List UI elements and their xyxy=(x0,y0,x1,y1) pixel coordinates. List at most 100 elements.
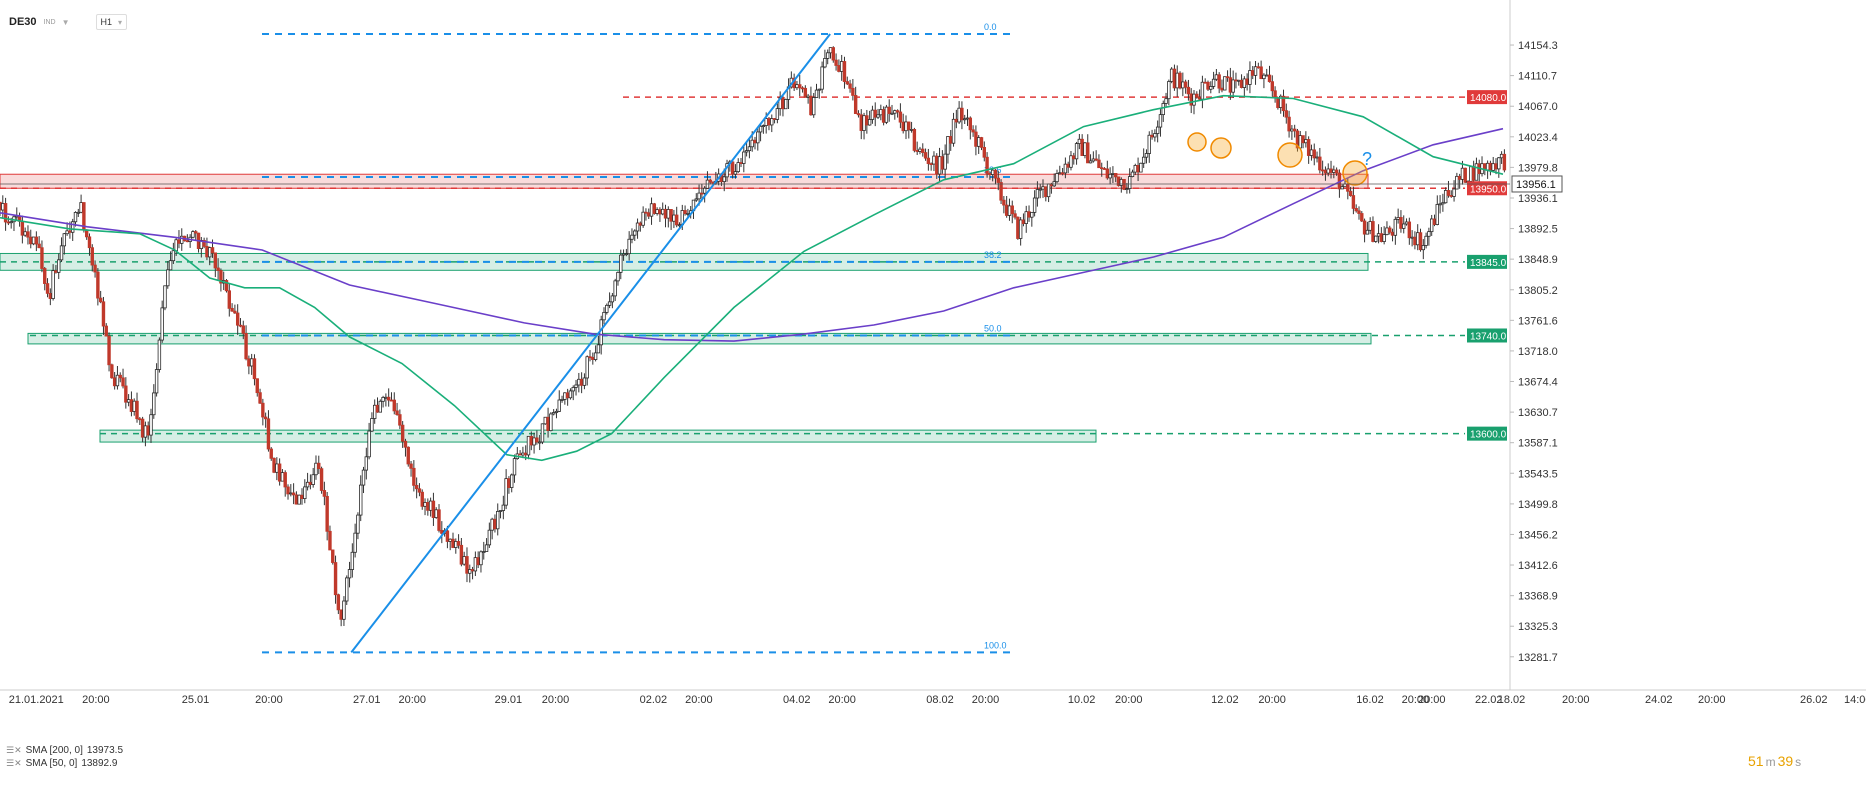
candle xyxy=(674,206,679,228)
candle xyxy=(37,236,41,249)
candles xyxy=(0,46,1507,627)
candle xyxy=(202,237,206,249)
candle xyxy=(115,366,120,390)
level-tag-bg xyxy=(1467,181,1507,196)
candle xyxy=(1105,160,1110,180)
candle xyxy=(895,109,900,118)
candle xyxy=(1376,224,1381,244)
candle xyxy=(303,479,307,504)
timeframe-selector[interactable]: H1 ▾ xyxy=(95,14,128,30)
candle xyxy=(317,455,321,475)
x-tick-label: 12.02 xyxy=(1211,694,1239,706)
candle xyxy=(129,391,134,417)
y-tick-label: 13805.2 xyxy=(1518,285,1558,297)
candle xyxy=(898,103,903,129)
y-axis[interactable]: 14154.3 14110.7 14067.0 14023.4 13979.8 13936… xyxy=(1509,0,1558,690)
candle xyxy=(965,109,970,126)
x-axis[interactable]: 21.01.2021 20:00 25.01 20:00 27.01 20:00 29.01… xyxy=(0,689,1866,706)
candle xyxy=(593,345,598,362)
y-tick-label: 13761.6 xyxy=(1518,315,1558,327)
candle xyxy=(1368,217,1372,235)
candle xyxy=(1119,177,1124,193)
candle xyxy=(633,229,637,241)
legend-label: SMA [50, 0] xyxy=(25,758,78,769)
symbol-selector[interactable]: DE30 IND ▼ xyxy=(6,14,76,30)
candle xyxy=(686,208,690,218)
candle xyxy=(112,371,117,390)
candle xyxy=(470,566,475,580)
y-tick-label: 13718.0 xyxy=(1518,346,1558,358)
candle xyxy=(196,232,201,253)
candle xyxy=(180,228,184,251)
y-tick-label: 13499.8 xyxy=(1518,499,1558,511)
candle xyxy=(1002,196,1006,214)
candle xyxy=(406,446,410,467)
candle xyxy=(1214,68,1219,82)
x-tick-label: 29.01 xyxy=(495,694,523,706)
y-tick-label: 13456.2 xyxy=(1518,529,1558,541)
candle xyxy=(865,109,869,134)
candle xyxy=(943,144,947,179)
candle xyxy=(451,532,455,549)
candle xyxy=(93,260,97,278)
y-tick-label: 14154.3 xyxy=(1518,40,1558,52)
legend-sma200[interactable]: ☰✕ SMA [200, 0] 13973.5 xyxy=(6,744,123,757)
candle xyxy=(1088,154,1093,164)
settings-icon[interactable]: ☰✕ xyxy=(6,758,22,768)
countdown-minutes: 51 xyxy=(1748,753,1764,769)
candle xyxy=(1010,200,1014,224)
candle xyxy=(82,202,86,233)
candle xyxy=(459,538,464,567)
x-tick-label: 20:00 xyxy=(1562,694,1590,706)
candle xyxy=(359,475,363,522)
candle xyxy=(412,460,416,492)
candle xyxy=(398,409,402,430)
candle xyxy=(48,288,53,306)
candle xyxy=(1340,184,1344,190)
candle xyxy=(1248,61,1252,94)
candle xyxy=(1354,204,1358,213)
candle xyxy=(957,101,961,124)
candle xyxy=(1497,157,1501,178)
candle xyxy=(339,609,343,627)
candle xyxy=(20,215,25,244)
candle xyxy=(876,108,880,120)
candle xyxy=(191,230,195,239)
candle xyxy=(353,523,357,558)
current-price-tag xyxy=(1511,175,1563,193)
candle xyxy=(781,95,785,117)
legend-sma50[interactable]: ☰✕ SMA [50, 0] 13892.9 xyxy=(6,757,123,770)
candle xyxy=(121,368,125,389)
candle xyxy=(1488,160,1493,176)
candle xyxy=(336,593,341,615)
candle xyxy=(110,363,114,379)
candle xyxy=(649,197,654,225)
candle xyxy=(291,483,296,505)
settings-icon[interactable]: ☰✕ xyxy=(6,745,22,755)
candle xyxy=(1013,210,1017,220)
x-tick-label: 20:00 xyxy=(1115,694,1143,706)
candle xyxy=(1,195,5,219)
candle xyxy=(224,279,229,293)
y-tick-label: 13543.5 xyxy=(1518,468,1558,480)
candle xyxy=(1091,151,1096,163)
current-price-value: 13956.1 xyxy=(1516,179,1556,191)
candle xyxy=(565,388,570,406)
candle xyxy=(386,388,391,407)
candle xyxy=(263,412,268,428)
candle xyxy=(367,422,371,460)
candle xyxy=(1379,227,1384,243)
candle xyxy=(1477,159,1481,183)
candle xyxy=(733,164,738,179)
candle xyxy=(319,466,324,494)
candle xyxy=(375,397,380,413)
candle xyxy=(708,178,712,185)
candle xyxy=(873,102,877,127)
x-tick-label: 20:00 xyxy=(685,694,713,706)
candle xyxy=(932,151,936,172)
candle xyxy=(549,412,553,432)
candle xyxy=(331,549,335,565)
candle xyxy=(1038,183,1042,199)
candle xyxy=(361,466,366,494)
